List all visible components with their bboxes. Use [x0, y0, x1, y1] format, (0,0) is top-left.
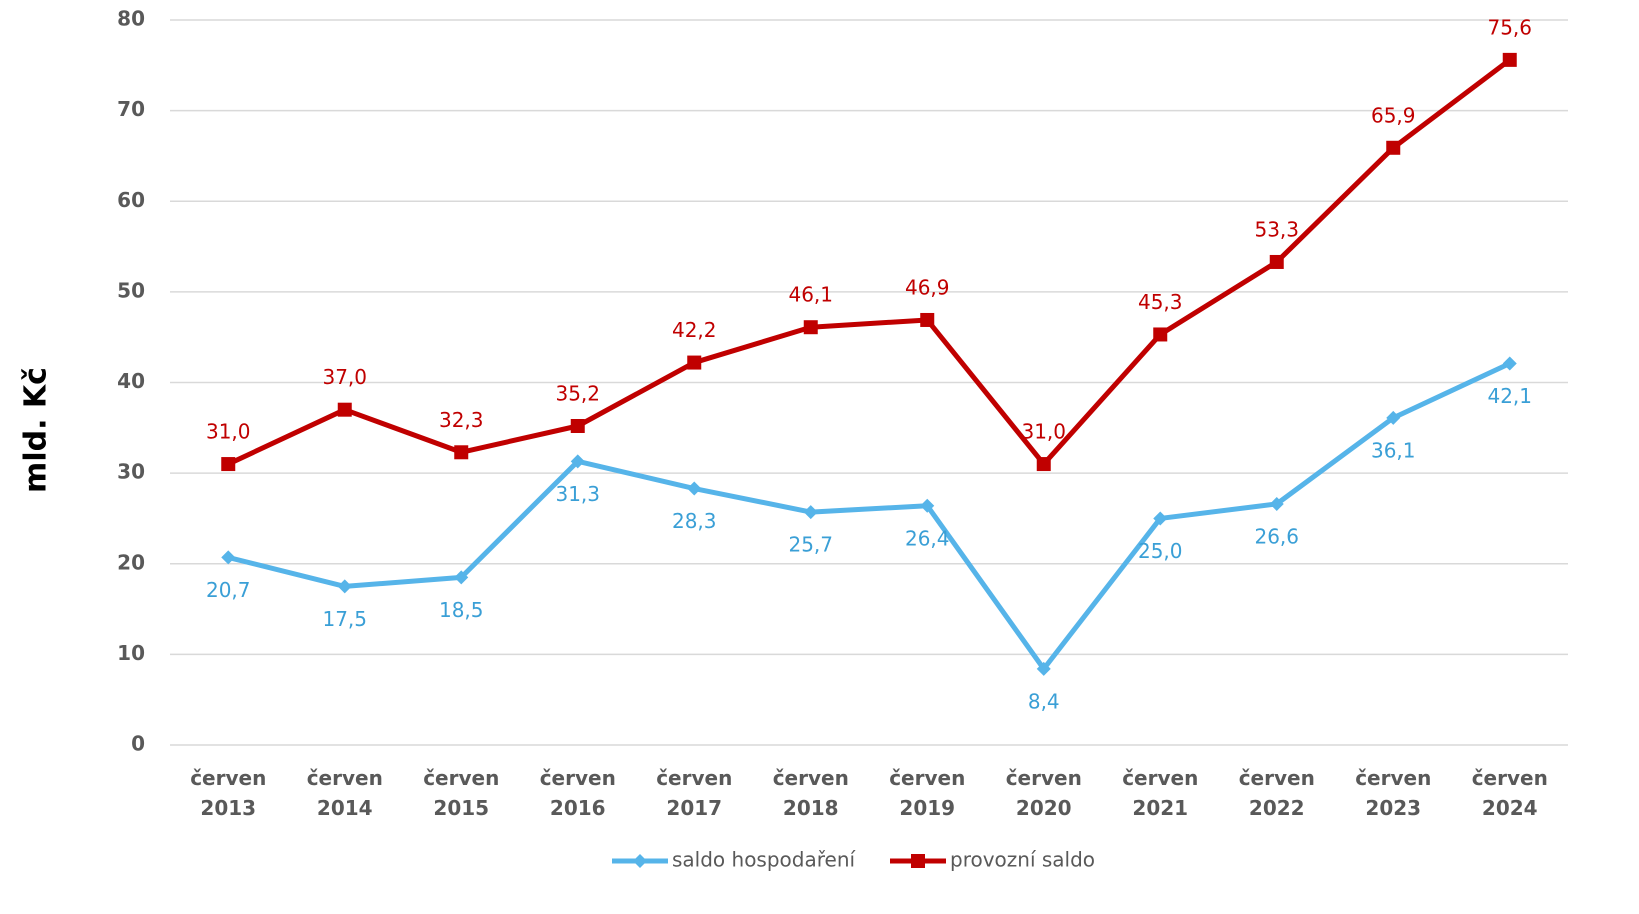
data-label: 36,1	[1371, 438, 1416, 462]
x-tick-label: červen 2015	[423, 766, 499, 820]
data-label: 53,3	[1254, 217, 1299, 241]
x-tick-label: červen 2023	[1355, 766, 1431, 820]
legend-label: provozní saldo	[950, 848, 1095, 872]
data-point	[454, 445, 469, 460]
x-tick-label: červen 2021	[1122, 766, 1198, 820]
data-label: 42,1	[1487, 384, 1532, 408]
data-point	[570, 419, 585, 433]
data-point	[1386, 410, 1401, 425]
x-tick-label: červen 2022	[1239, 766, 1315, 820]
data-point	[803, 505, 818, 520]
x-tick-label: červen 2024	[1472, 766, 1548, 820]
data-label: 42,2	[672, 318, 717, 342]
data-label: 8,4	[1028, 689, 1060, 713]
data-point	[687, 481, 702, 496]
data-label: 31,0	[1021, 420, 1066, 444]
data-label: 25,7	[788, 533, 833, 557]
data-point	[221, 550, 236, 565]
data-label: 35,2	[555, 382, 600, 406]
data-label: 46,1	[788, 283, 833, 307]
data-point	[1386, 140, 1401, 155]
y-tick-label: 10	[117, 641, 145, 665]
x-tick-label: červen 2017	[656, 766, 732, 820]
x-tick-label: červen 2019	[889, 766, 965, 820]
x-tick-label: červen 2020	[1006, 766, 1082, 820]
y-tick-label: 80	[117, 7, 145, 31]
data-label: 18,5	[439, 598, 484, 622]
legend-label: saldo hospodaření	[672, 848, 857, 872]
data-label: 25,0	[1138, 539, 1183, 563]
data-point	[1153, 511, 1168, 526]
y-tick-label: 40	[117, 369, 145, 393]
data-point	[803, 320, 818, 335]
data-label: 17,5	[322, 607, 367, 631]
x-tick-label: červen 2014	[307, 766, 383, 820]
series-line	[227, 57, 1512, 467]
y-tick-label: 50	[117, 278, 145, 302]
data-label: 37,0	[322, 365, 367, 389]
data-point	[1036, 457, 1051, 472]
y-tick-label: 0	[131, 732, 145, 756]
data-label: 31,3	[555, 482, 600, 506]
data-label: 65,9	[1371, 103, 1416, 127]
data-point	[920, 498, 935, 513]
data-label: 46,9	[905, 275, 950, 299]
data-label: 45,3	[1138, 290, 1183, 314]
data-point	[454, 570, 469, 585]
data-point	[221, 457, 236, 472]
x-tick-label: červen 2016	[540, 766, 616, 820]
data-point	[570, 454, 585, 469]
series-line	[227, 361, 1511, 672]
data-point	[1269, 496, 1284, 511]
data-label: 32,3	[439, 408, 484, 432]
legend-marker	[633, 854, 647, 868]
x-tick-label: červen 2013	[190, 766, 266, 820]
data-point	[1269, 254, 1284, 269]
data-point	[337, 579, 352, 594]
y-tick-label: 70	[117, 97, 145, 121]
data-label: 26,4	[905, 526, 950, 550]
data-point	[1153, 327, 1168, 342]
data-point	[1502, 52, 1517, 67]
data-point	[1036, 661, 1051, 676]
data-label: 20,7	[206, 578, 251, 602]
data-point	[1502, 356, 1517, 371]
data-label: 26,6	[1254, 524, 1299, 548]
data-point	[920, 312, 935, 327]
y-axis-label: mld. Kč	[19, 367, 54, 493]
y-tick-label: 30	[117, 460, 145, 484]
data-label: 28,3	[672, 509, 717, 533]
x-tick-label: červen 2018	[773, 766, 849, 820]
data-label: 31,0	[206, 420, 251, 444]
data-label: 75,6	[1487, 15, 1532, 39]
y-tick-label: 60	[117, 188, 145, 212]
data-point	[687, 355, 702, 370]
data-point	[337, 402, 352, 417]
y-tick-label: 20	[117, 550, 145, 574]
legend-marker	[911, 854, 925, 868]
